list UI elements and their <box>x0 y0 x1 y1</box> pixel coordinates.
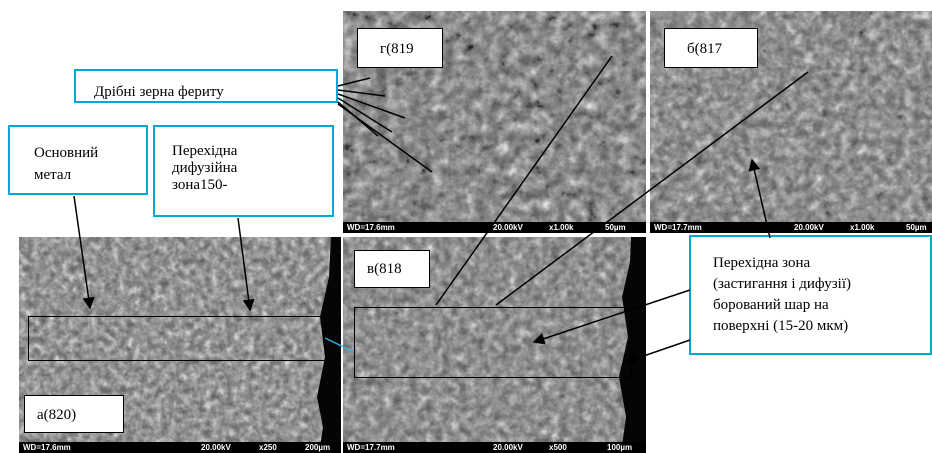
sem-mag: x1.00k <box>850 223 875 232</box>
label-transition-line1: Перехідна зона <box>713 255 811 271</box>
label-transition-line2: (застигання і дифузії) <box>713 276 852 292</box>
sem-mag: x500 <box>549 443 567 452</box>
label-fine-grains: Дрібні зерна фериту <box>74 69 338 103</box>
label-transition-zone: Перехідна зона (застигання і дифузії) бо… <box>689 235 932 355</box>
sem-wd: WD=17.7mm <box>347 443 395 452</box>
sem-kv: 20.00kV <box>794 223 824 232</box>
panel-tag-a: а(820) <box>24 395 124 433</box>
label-diffusion-line2: дифузійна <box>172 160 238 176</box>
label-base-metal-line2: метал <box>34 170 72 179</box>
sem-info-bar-v: WD=17.7mm 20.00kV x500 100µm <box>343 442 646 453</box>
sem-scale: 100µm <box>607 443 633 452</box>
panel-tag-b-text: б(817 <box>687 41 723 57</box>
panel-tag-v: в(818 <box>354 250 430 288</box>
sem-scale: 200µm <box>305 443 331 452</box>
sem-mag: x1.00k <box>549 223 574 232</box>
label-diffusion-line1: Перехідна <box>172 143 238 159</box>
label-base-metal-line1: Основний <box>34 145 99 161</box>
sem-scale: 50µm <box>906 223 927 232</box>
region-rect-a <box>28 316 326 361</box>
label-transition-line4: поверхні (15-20 мкм) <box>713 318 849 334</box>
sem-kv: 20.00kV <box>493 223 523 232</box>
label-transition-line3: борований шар на <box>713 297 829 313</box>
panel-tag-v-text: в(818 <box>367 261 402 277</box>
label-fine-grains-text: Дрібні зерна фериту <box>94 84 224 100</box>
region-rect-v <box>354 307 632 378</box>
sem-kv: 20.00kV <box>201 443 231 452</box>
sem-info-bar-b: WD=17.7mm 20.00kV x1.00k 50µm <box>650 222 932 233</box>
sem-scale: 50µm <box>605 223 626 232</box>
label-diffusion-zone: Перехідна дифузійна зона150- <box>153 125 334 217</box>
panel-tag-b: б(817 <box>664 28 758 68</box>
panel-tag-g-text: г(819 <box>380 41 414 57</box>
sem-mag: x250 <box>259 443 277 452</box>
label-diffusion-line3: зона150- <box>172 177 228 193</box>
panel-tag-a-text: а(820) <box>37 407 77 423</box>
sem-kv: 20.00kV <box>493 443 523 452</box>
sem-info-bar-g: WD=17.6mm 20.00kV x1.00k 50µm <box>343 222 646 233</box>
label-base-metal: Основний метал <box>8 125 148 195</box>
sem-wd: WD=17.6mm <box>23 443 71 452</box>
panel-tag-g: г(819 <box>357 28 443 68</box>
sem-wd: WD=17.7mm <box>654 223 702 232</box>
sem-wd: WD=17.6mm <box>347 223 395 232</box>
sem-info-bar-a: WD=17.6mm 20.00kV x250 200µm <box>19 442 341 453</box>
